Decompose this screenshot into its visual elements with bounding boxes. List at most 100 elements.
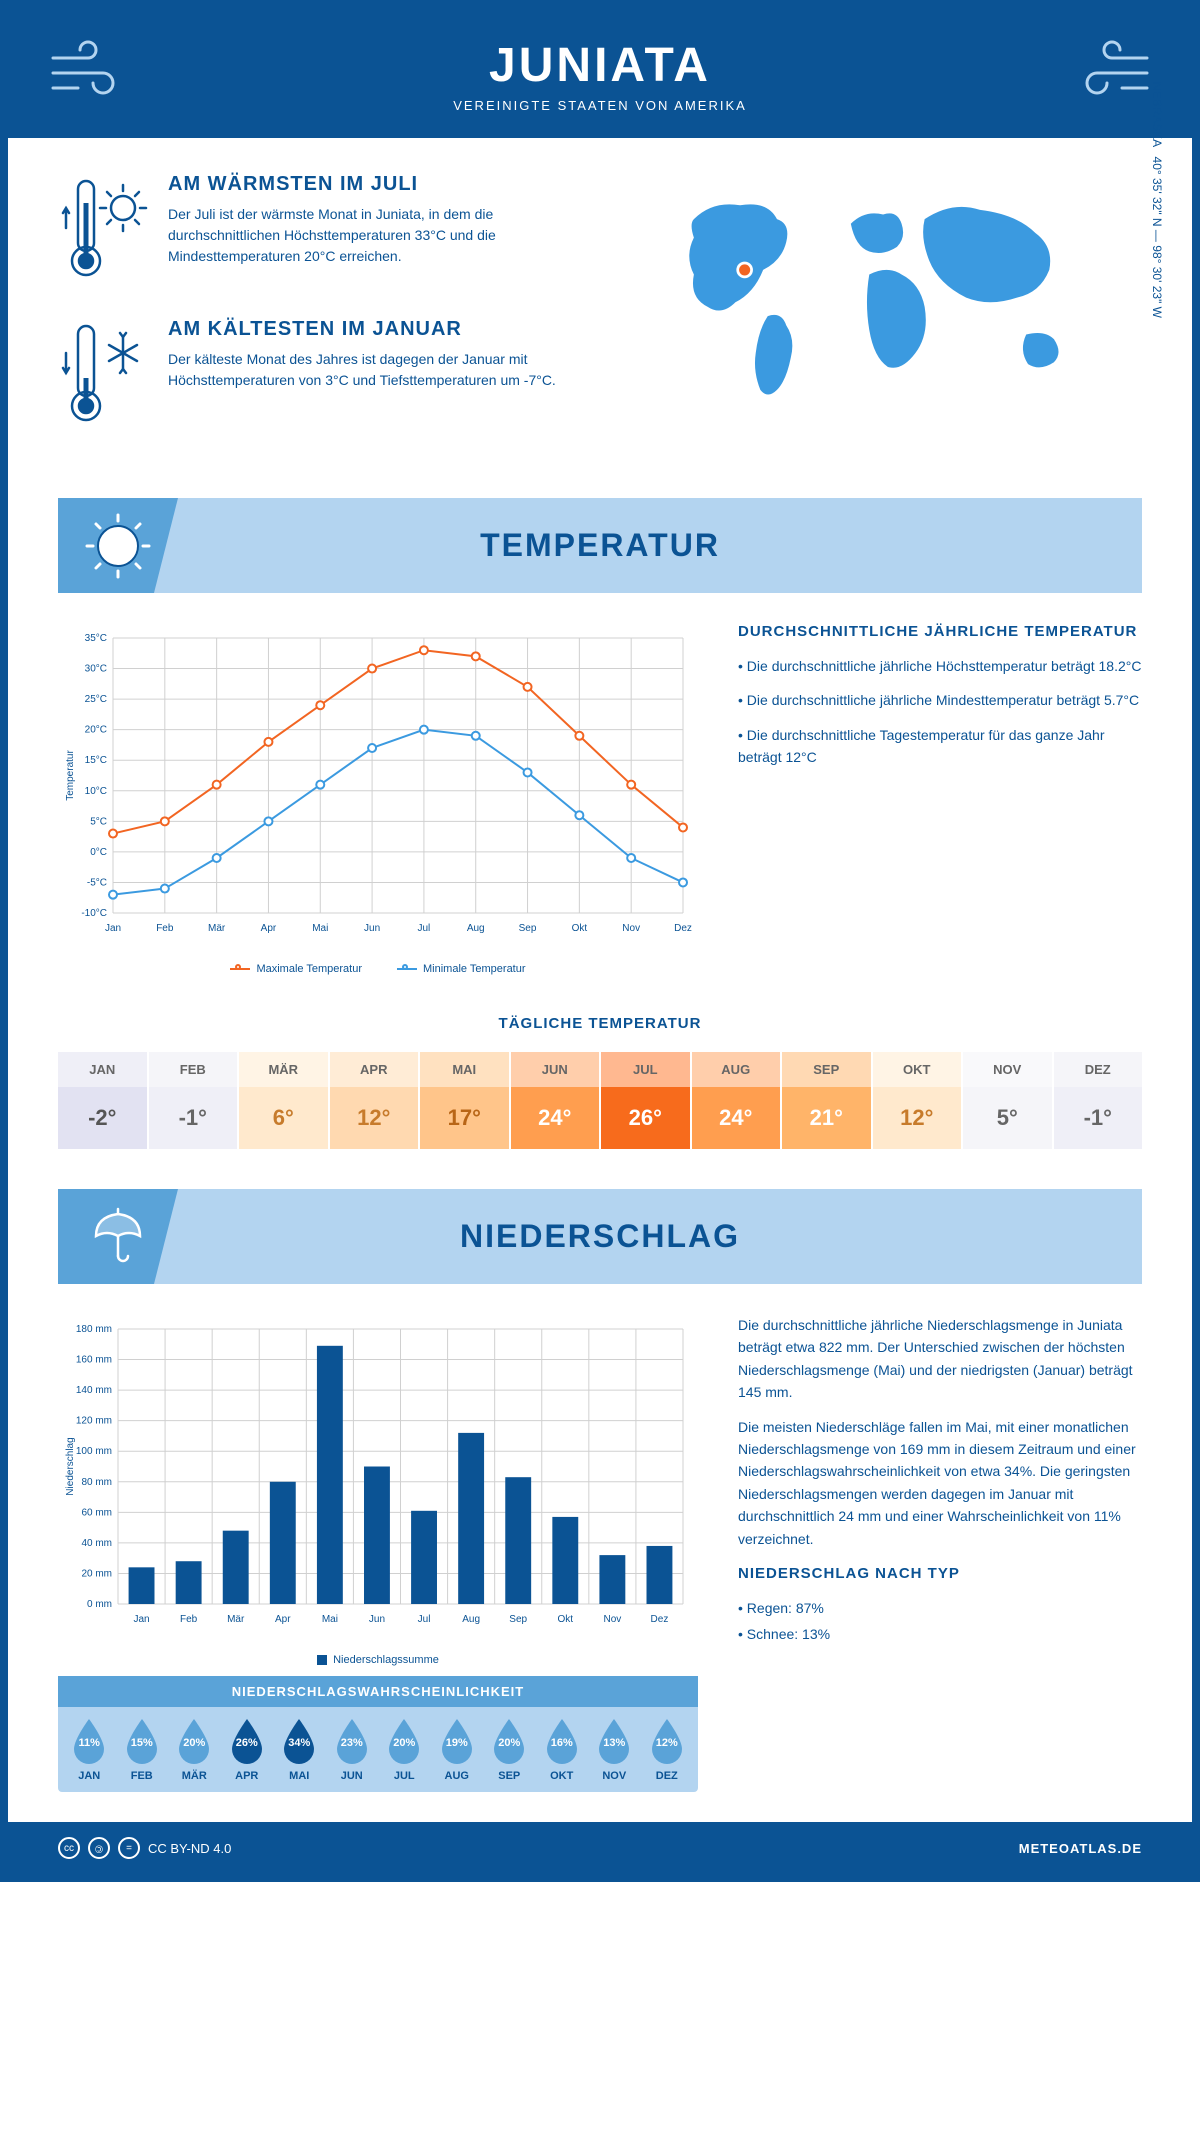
wind-icon-left	[48, 38, 138, 103]
svg-text:Nov: Nov	[622, 923, 640, 934]
temp-cell: MÄR6°	[239, 1052, 328, 1149]
site-name: METEOATLAS.DE	[1019, 1841, 1142, 1856]
svg-text:80 mm: 80 mm	[81, 1477, 112, 1488]
svg-text:Okt: Okt	[558, 1614, 574, 1625]
footer: cc 🄯 = CC BY-ND 4.0 METEOATLAS.DE	[8, 1822, 1192, 1874]
svg-text:Feb: Feb	[180, 1614, 198, 1625]
cc-icon: cc	[58, 1837, 80, 1859]
thermometer-cold-icon	[58, 318, 148, 433]
header: JUNIATA VEREINIGTE STAATEN VON AMERIKA	[8, 8, 1192, 138]
svg-text:20 mm: 20 mm	[81, 1568, 112, 1579]
temperature-content: -10°C -5°C 0°C 5°C 10°C 15°C 20°C 25°C 30°C 35°C J…	[8, 593, 1192, 1005]
coordinates: NEBRASKA 40° 35' 32" N — 98° 30' 23" W	[1150, 82, 1164, 318]
precip-text-1: Die durchschnittliche jährliche Niedersc…	[738, 1314, 1142, 1404]
warmest-fact: AM WÄRMSTEN IM JULI Der Juli ist der wär…	[58, 173, 585, 288]
svg-text:Dez: Dez	[674, 923, 692, 934]
temp-cell: AUG24°	[692, 1052, 781, 1149]
svg-text:20°C: 20°C	[85, 725, 107, 736]
temp-cell: JAN-2°	[58, 1052, 147, 1149]
precipitation-bar-chart: 0 mm 20 mm 40 mm 60 mm 80 mm 100 mm 120 mm 140 …	[58, 1314, 698, 1644]
svg-text:25°C: 25°C	[85, 694, 107, 705]
wind-icon-right	[1062, 38, 1152, 103]
temp-section-title: TEMPERATUR	[480, 527, 720, 564]
temp-cell: FEB-1°	[149, 1052, 238, 1149]
temp-summary-bullets: • Die durchschnittliche jährliche Höchst…	[738, 655, 1142, 769]
prob-cell: 20%JUL	[378, 1717, 431, 1782]
svg-text:180 mm: 180 mm	[76, 1324, 112, 1335]
umbrella-icon	[58, 1189, 178, 1284]
svg-text:100 mm: 100 mm	[76, 1446, 112, 1457]
svg-text:-5°C: -5°C	[87, 877, 107, 888]
prob-cell: 34%MAI	[273, 1717, 326, 1782]
temp-cell: NOV5°	[963, 1052, 1052, 1149]
svg-text:120 mm: 120 mm	[76, 1416, 112, 1427]
svg-text:Feb: Feb	[156, 923, 174, 934]
svg-text:Jul: Jul	[418, 1614, 431, 1625]
temp-cell: SEP21°	[782, 1052, 871, 1149]
world-map	[615, 173, 1142, 413]
svg-text:Jun: Jun	[369, 1614, 385, 1625]
temperature-line-chart: -10°C -5°C 0°C 5°C 10°C 15°C 20°C 25°C 30°C 35°C J…	[58, 623, 698, 953]
svg-text:Jun: Jun	[364, 923, 380, 934]
svg-text:35°C: 35°C	[85, 633, 107, 644]
svg-text:30°C: 30°C	[85, 664, 107, 675]
prob-cell: 12%DEZ	[641, 1717, 694, 1782]
svg-text:Jan: Jan	[133, 1614, 149, 1625]
svg-text:Nov: Nov	[603, 1614, 621, 1625]
daily-temperature: TÄGLICHE TEMPERATUR JAN-2°FEB-1°MÄR6°APR…	[8, 1005, 1192, 1189]
svg-text:40 mm: 40 mm	[81, 1538, 112, 1549]
intro-section: AM WÄRMSTEN IM JULI Der Juli ist der wär…	[8, 138, 1192, 498]
precip-section-title: NIEDERSCHLAG	[460, 1218, 740, 1255]
prob-cell: 11%JAN	[63, 1717, 116, 1782]
precip-text-2: Die meisten Niederschläge fallen im Mai,…	[738, 1416, 1142, 1550]
daily-temp-title: TÄGLICHE TEMPERATUR	[58, 1015, 1142, 1032]
temp-summary-title: DURCHSCHNITTLICHE JÄHRLICHE TEMPERATUR	[738, 623, 1142, 640]
prob-cell: 15%FEB	[116, 1717, 169, 1782]
svg-text:0 mm: 0 mm	[87, 1599, 112, 1610]
page-subtitle: VEREINIGTE STAATEN VON AMERIKA	[48, 98, 1152, 113]
svg-text:Dez: Dez	[651, 1614, 669, 1625]
svg-text:140 mm: 140 mm	[76, 1385, 112, 1396]
svg-text:Apr: Apr	[261, 923, 277, 934]
svg-text:5°C: 5°C	[90, 816, 107, 827]
nd-icon: =	[118, 1837, 140, 1859]
svg-text:Mai: Mai	[322, 1614, 338, 1625]
coldest-fact: AM KÄLTESTEN IM JANUAR Der kälteste Mona…	[58, 318, 585, 433]
sun-icon	[58, 498, 178, 593]
temp-cell: JUL26°	[601, 1052, 690, 1149]
thermometer-hot-icon	[58, 173, 148, 288]
coldest-title: AM KÄLTESTEN IM JANUAR	[168, 318, 585, 341]
precip-type-title: NIEDERSCHLAG NACH TYP	[738, 1565, 1142, 1582]
prob-cell: 23%JUN	[326, 1717, 379, 1782]
svg-text:Niederschlag: Niederschlag	[65, 1437, 76, 1495]
precip-chart-legend: Niederschlagssumme	[58, 1654, 698, 1666]
svg-text:0°C: 0°C	[90, 847, 107, 858]
svg-text:160 mm: 160 mm	[76, 1355, 112, 1366]
coldest-text: Der kälteste Monat des Jahres ist dagege…	[168, 349, 585, 391]
svg-text:Okt: Okt	[572, 923, 588, 934]
page-title: JUNIATA	[48, 38, 1152, 93]
svg-text:Jan: Jan	[105, 923, 121, 934]
page: JUNIATA VEREINIGTE STAATEN VON AMERIKA A…	[0, 0, 1200, 1882]
temp-cell: APR12°	[330, 1052, 419, 1149]
prob-cell: 20%MÄR	[168, 1717, 221, 1782]
svg-text:Sep: Sep	[519, 923, 537, 934]
precip-type-bullets: • Regen: 87%• Schnee: 13%	[738, 1597, 1142, 1646]
svg-text:10°C: 10°C	[85, 786, 107, 797]
svg-text:Temperatur: Temperatur	[65, 750, 76, 801]
svg-text:Mai: Mai	[312, 923, 328, 934]
temp-cell: MAI17°	[420, 1052, 509, 1149]
precipitation-content: 0 mm 20 mm 40 mm 60 mm 80 mm 100 mm 120 mm 140 …	[8, 1284, 1192, 1822]
warmest-text: Der Juli ist der wärmste Monat in Juniat…	[168, 204, 585, 267]
svg-text:Sep: Sep	[509, 1614, 527, 1625]
svg-text:-10°C: -10°C	[81, 908, 107, 919]
prob-cell: 26%APR	[221, 1717, 274, 1782]
temp-chart-legend: Maximale TemperaturMinimale Temperatur	[58, 963, 698, 975]
temp-cell: OKT12°	[873, 1052, 962, 1149]
svg-text:15°C: 15°C	[85, 755, 107, 766]
svg-text:60 mm: 60 mm	[81, 1507, 112, 1518]
temp-cell: JUN24°	[511, 1052, 600, 1149]
svg-text:Aug: Aug	[467, 923, 485, 934]
precipitation-banner: NIEDERSCHLAG	[58, 1189, 1142, 1284]
svg-text:Apr: Apr	[275, 1614, 291, 1625]
